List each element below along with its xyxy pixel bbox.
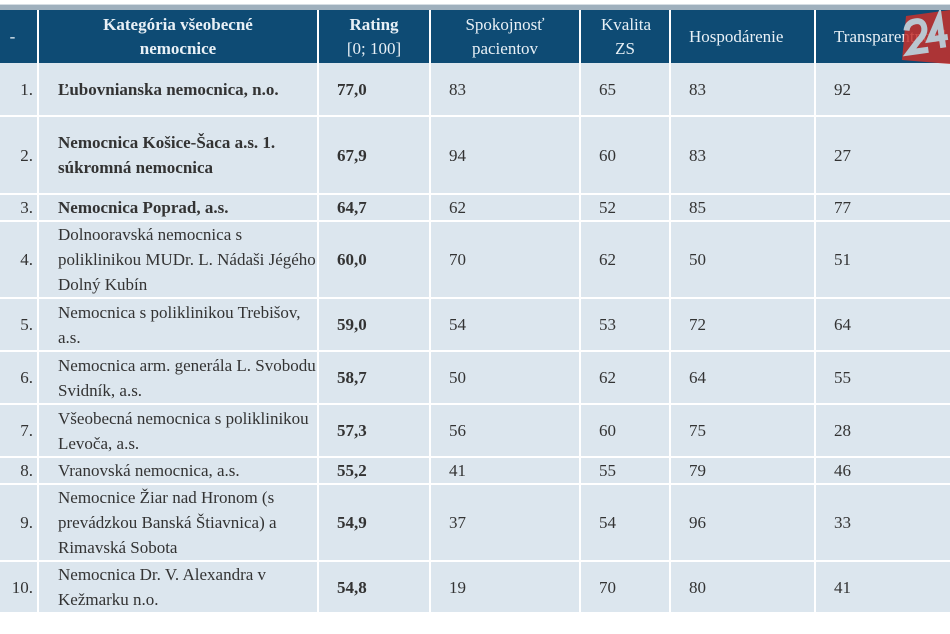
rating-cell: 77,0 bbox=[318, 63, 431, 117]
rank-cell: 9. bbox=[0, 484, 39, 562]
transparency-cell: 27 bbox=[815, 116, 950, 195]
rating-cell: 67,9 bbox=[318, 116, 431, 195]
quality-cell: 62 bbox=[580, 351, 671, 405]
logo-24-icon bbox=[902, 10, 950, 64]
table-row: 1. Ľubovnianska nemocnica, n.o. 77,0 83 65 83… bbox=[0, 63, 950, 117]
rank-cell: 3. bbox=[0, 194, 39, 222]
quality-cell: 53 bbox=[580, 298, 671, 352]
economy-cell: 96 bbox=[670, 484, 816, 562]
header-quality: Kvalita ZS bbox=[580, 10, 671, 63]
rank-cell: 8. bbox=[0, 457, 39, 485]
economy-cell: 64 bbox=[670, 351, 816, 405]
quality-cell: 60 bbox=[580, 404, 671, 458]
satisfaction-cell: 83 bbox=[430, 63, 581, 117]
economy-cell: 83 bbox=[670, 116, 816, 195]
rank-cell: 2. bbox=[0, 116, 39, 195]
transparency-cell: 64 bbox=[815, 298, 950, 352]
hospital-name-cell: Všeobecná nemocnica s poliklinikou Levoč… bbox=[38, 404, 319, 458]
rank-cell: 4. bbox=[0, 221, 39, 299]
hospital-name-cell: Ľubovnianska nemocnica, n.o. bbox=[38, 63, 319, 117]
rank-cell: 6. bbox=[0, 351, 39, 405]
rating-cell: 55,2 bbox=[318, 457, 431, 485]
rank-cell: 5. bbox=[0, 298, 39, 352]
hospital-name-cell: Dolnooravská nemocnica s poliklinikou MU… bbox=[38, 221, 319, 299]
header-economy: Hospodárenie bbox=[670, 10, 816, 63]
satisfaction-cell: 94 bbox=[430, 116, 581, 195]
satisfaction-cell: 19 bbox=[430, 561, 581, 614]
transparency-cell: 28 bbox=[815, 404, 950, 458]
header-rating-title: Rating bbox=[349, 14, 399, 34]
satisfaction-cell: 41 bbox=[430, 457, 581, 485]
hospital-name-cell: Nemocnica s poliklinikou Trebišov, a.s. bbox=[38, 298, 319, 352]
economy-cell: 79 bbox=[670, 457, 816, 485]
quality-cell: 60 bbox=[580, 116, 671, 195]
rating-cell: 54,8 bbox=[318, 561, 431, 614]
rating-cell: 58,7 bbox=[318, 351, 431, 405]
satisfaction-cell: 56 bbox=[430, 404, 581, 458]
table-row: 5. Nemocnica s poliklinikou Trebišov, a.s… bbox=[0, 298, 950, 352]
economy-cell: 75 bbox=[670, 404, 816, 458]
rating-cell: 60,0 bbox=[318, 221, 431, 299]
table-top-border bbox=[0, 4, 950, 11]
hospital-name-cell: Nemocnica Dr. V. Alexandra v Kežmarku n.… bbox=[38, 561, 319, 614]
quality-cell: 62 bbox=[580, 221, 671, 299]
quality-cell: 55 bbox=[580, 457, 671, 485]
hospital-name-cell: Nemocnica arm. generála L. Svobodu Svidn… bbox=[38, 351, 319, 405]
satisfaction-cell: 62 bbox=[430, 194, 581, 222]
quality-cell: 54 bbox=[580, 484, 671, 562]
header-row: - Kategória všeobecné nemocnice Rating [0… bbox=[0, 10, 950, 63]
quality-cell: 70 bbox=[580, 561, 671, 614]
satisfaction-cell: 50 bbox=[430, 351, 581, 405]
table-row: 3. Nemocnica Poprad, a.s. 64,7 62 52 85 77 bbox=[0, 194, 950, 222]
header-rating-range: [0; 100] bbox=[346, 38, 402, 58]
table-row: 10. Nemocnica Dr. V. Alexandra v Kežmarku… bbox=[0, 561, 950, 614]
transparency-cell: 33 bbox=[815, 484, 950, 562]
table-row: 7. Všeobecná nemocnica s poliklinikou Lev… bbox=[0, 404, 950, 458]
rating-cell: 57,3 bbox=[318, 404, 431, 458]
header-rank: - bbox=[0, 10, 39, 63]
transparency-cell: 46 bbox=[815, 457, 950, 485]
economy-cell: 83 bbox=[670, 63, 816, 117]
transparency-cell: 41 bbox=[815, 561, 950, 614]
header-category: Kategória všeobecné nemocnice bbox=[38, 10, 319, 63]
header-satisfaction: Spokojnosť pacientov bbox=[430, 10, 581, 63]
satisfaction-cell: 70 bbox=[430, 221, 581, 299]
hospital-name-cell: Nemocnica Poprad, a.s. bbox=[38, 194, 319, 222]
hospital-ranking-table: - Kategória všeobecné nemocnice Rating [0… bbox=[0, 10, 950, 614]
rating-cell: 64,7 bbox=[318, 194, 431, 222]
hospital-name-cell: Nemocnica Košice-Šaca a.s. 1. súkromná n… bbox=[38, 116, 319, 195]
rating-cell: 59,0 bbox=[318, 298, 431, 352]
transparency-cell: 51 bbox=[815, 221, 950, 299]
rank-cell: 10. bbox=[0, 561, 39, 614]
economy-cell: 85 bbox=[670, 194, 816, 222]
table-row: 9. Nemocnice Žiar nad Hronom (s prevádzko… bbox=[0, 484, 950, 562]
satisfaction-cell: 37 bbox=[430, 484, 581, 562]
rank-cell: 7. bbox=[0, 404, 39, 458]
rank-cell: 1. bbox=[0, 63, 39, 117]
economy-cell: 80 bbox=[670, 561, 816, 614]
header-rating: Rating [0; 100] bbox=[318, 10, 431, 63]
transparency-cell: 55 bbox=[815, 351, 950, 405]
economy-cell: 50 bbox=[670, 221, 816, 299]
quality-cell: 52 bbox=[580, 194, 671, 222]
rating-cell: 54,9 bbox=[318, 484, 431, 562]
economy-cell: 72 bbox=[670, 298, 816, 352]
satisfaction-cell: 54 bbox=[430, 298, 581, 352]
quality-cell: 65 bbox=[580, 63, 671, 117]
table-row: 8. Vranovská nemocnica, a.s. 55,2 41 55 79 46 bbox=[0, 457, 950, 485]
table-row: 2. Nemocnica Košice-Šaca a.s. 1. súkromná… bbox=[0, 116, 950, 195]
hospital-name-cell: Nemocnice Žiar nad Hronom (s prevádzkou … bbox=[38, 484, 319, 562]
transparency-cell: 77 bbox=[815, 194, 950, 222]
transparency-cell: 92 bbox=[815, 63, 950, 117]
hospital-name-cell: Vranovská nemocnica, a.s. bbox=[38, 457, 319, 485]
table-row: 4. Dolnooravská nemocnica s poliklinikou … bbox=[0, 221, 950, 299]
table-row: 6. Nemocnica arm. generála L. Svobodu Svi… bbox=[0, 351, 950, 405]
